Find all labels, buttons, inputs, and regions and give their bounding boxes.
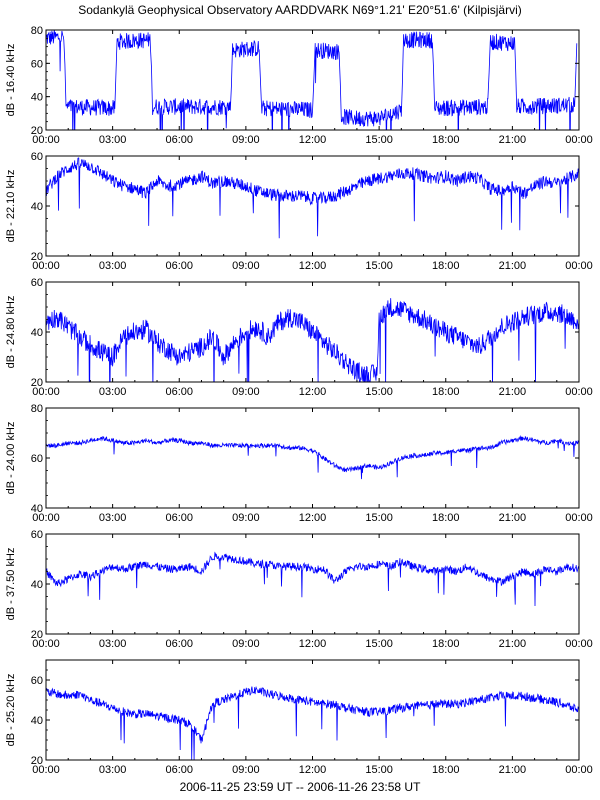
y-tick-label: 60: [31, 151, 43, 163]
x-tick-label: 00:00: [565, 386, 593, 398]
panel-1: 00:00 03:00 06:00 09:00 12:00 15:00 18:00 21:00…: [5, 25, 593, 146]
y-tick-label: 20: [31, 629, 43, 641]
panel-6: 00:00 03:00 06:00 09:00 12:00 15:00 18:00 21:00…: [5, 659, 593, 776]
x-tick-label: 06:00: [165, 260, 193, 272]
x-tick-label: 00:00: [565, 134, 593, 146]
x-tick-label: 09:00: [232, 134, 260, 146]
y-tick-label: 60: [31, 675, 43, 687]
series-line-6: [46, 685, 579, 760]
y-tick-label: 40: [31, 715, 43, 727]
x-tick-label: 00:00: [32, 764, 60, 776]
y-axis-label: dB - 16.40 kHz: [5, 44, 17, 117]
x-tick-label: 03:00: [99, 638, 127, 650]
x-tick-label: 06:00: [165, 764, 193, 776]
x-tick-label: 21:00: [499, 764, 527, 776]
x-tick-label: 00:00: [565, 764, 593, 776]
x-tick-label: 06:00: [165, 386, 193, 398]
x-tick-label: 18:00: [432, 638, 460, 650]
x-tick-label: 12:00: [299, 386, 327, 398]
x-tick-label: 12:00: [299, 764, 327, 776]
y-tick-label: 40: [31, 579, 43, 591]
x-tick-label: 00:00: [32, 638, 60, 650]
x-tick-label: 12:00: [299, 260, 327, 272]
x-tick-label: 06:00: [165, 512, 193, 524]
x-tick-label: 15:00: [365, 638, 393, 650]
x-tick-label: 15:00: [365, 764, 393, 776]
y-tick-label: 20: [31, 377, 43, 389]
y-tick-label: 40: [31, 327, 43, 339]
y-tick-label: 80: [31, 403, 43, 415]
figure-title: Sodankylä Geophysical Observatory AARDDV…: [78, 3, 522, 17]
y-axis-label: dB - 37.50 kHz: [5, 548, 17, 621]
y-tick-label: 60: [31, 58, 43, 70]
y-axis-label: dB - 24.80 kHz: [5, 296, 17, 369]
x-tick-label: 21:00: [499, 638, 527, 650]
x-tick-label: 15:00: [365, 512, 393, 524]
x-tick-label: 06:00: [165, 134, 193, 146]
x-tick-label: 12:00: [299, 638, 327, 650]
plot-frame: [45, 155, 580, 257]
x-tick-label: 21:00: [499, 386, 527, 398]
plot-frame: [45, 407, 580, 509]
panel-5: 00:00 03:00 06:00 09:00 12:00 15:00 18:00 21:00…: [5, 529, 593, 650]
panel-2: 00:00 03:00 06:00 09:00 12:00 15:00 18:00 21:00…: [5, 151, 593, 272]
x-tick-label: 00:00: [32, 386, 60, 398]
x-tick-label: 18:00: [432, 386, 460, 398]
y-axis-label: dB - 22.10 kHz: [5, 170, 17, 243]
x-tick-label: 03:00: [99, 134, 127, 146]
x-tick-label: 21:00: [499, 512, 527, 524]
x-tick-label: 15:00: [365, 386, 393, 398]
y-axis-label: dB - 25.20 kHz: [5, 674, 17, 747]
x-tick-label: 12:00: [299, 134, 327, 146]
x-tick-label: 15:00: [365, 260, 393, 272]
x-tick-label: 09:00: [232, 764, 260, 776]
x-tick-label: 03:00: [99, 260, 127, 272]
x-tick-label: 00:00: [32, 134, 60, 146]
y-tick-label: 40: [31, 201, 43, 213]
x-tick-label: 18:00: [432, 512, 460, 524]
x-tick-label: 00:00: [32, 512, 60, 524]
x-tick-label: 12:00: [299, 512, 327, 524]
series-line-2: [46, 157, 579, 239]
y-tick-label: 60: [31, 277, 43, 289]
x-tick-label: 21:00: [499, 260, 527, 272]
x-tick-label: 18:00: [432, 134, 460, 146]
panel-4: 00:00 03:00 06:00 09:00 12:00 15:00 18:00 21:00…: [5, 403, 593, 524]
y-tick-label: 60: [31, 453, 43, 465]
y-tick-label: 20: [31, 125, 43, 137]
x-tick-label: 06:00: [165, 638, 193, 650]
figure-footer: 2006-11-25 23:59 UT -- 2006-11-26 23:58 …: [180, 780, 421, 794]
x-tick-label: 03:00: [99, 764, 127, 776]
plot-frame: [45, 533, 580, 635]
x-tick-label: 00:00: [565, 512, 593, 524]
y-tick-label: 20: [31, 755, 43, 767]
x-tick-label: 09:00: [232, 638, 260, 650]
panel-3: 00:00 03:00 06:00 09:00 12:00 15:00 18:00 21:00…: [5, 277, 593, 398]
series-line-3: [46, 298, 579, 382]
panels: 00:00 03:00 06:00 09:00 12:00 15:00 18:00 21:00…: [5, 25, 593, 776]
x-tick-label: 00:00: [32, 260, 60, 272]
series-line-1: [46, 30, 578, 130]
x-tick-label: 03:00: [99, 512, 127, 524]
x-tick-label: 18:00: [432, 260, 460, 272]
plot-frame: [45, 659, 580, 761]
x-tick-label: 00:00: [565, 638, 593, 650]
x-tick-label: 09:00: [232, 512, 260, 524]
y-tick-label: 20: [31, 251, 43, 263]
y-tick-label: 40: [31, 92, 43, 104]
x-tick-label: 00:00: [565, 260, 593, 272]
series-line-5: [46, 551, 579, 607]
series-line-4: [46, 435, 579, 480]
y-tick-label: 60: [31, 529, 43, 541]
y-tick-label: 80: [31, 25, 43, 37]
x-tick-label: 18:00: [432, 764, 460, 776]
y-axis-label: dB - 24.00 kHz: [5, 422, 17, 495]
y-tick-label: 40: [31, 503, 43, 515]
x-tick-label: 15:00: [365, 134, 393, 146]
x-tick-label: 03:00: [99, 386, 127, 398]
x-tick-label: 21:00: [499, 134, 527, 146]
x-tick-label: 09:00: [232, 260, 260, 272]
x-tick-label: 09:00: [232, 386, 260, 398]
